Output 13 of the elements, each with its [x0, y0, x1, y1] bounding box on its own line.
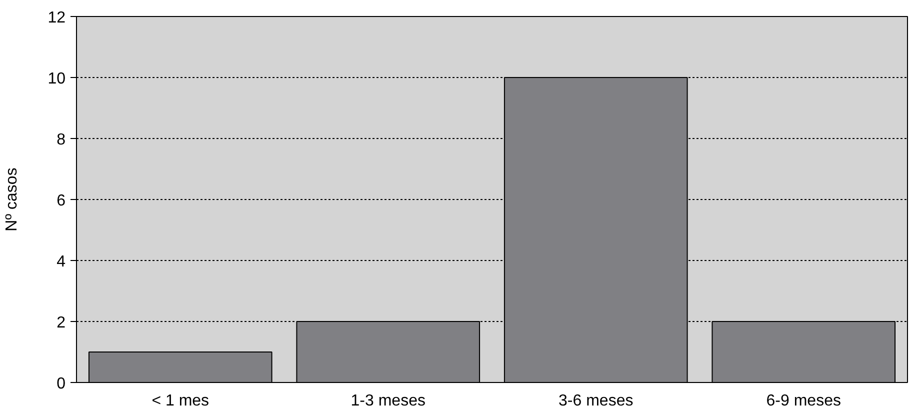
- y-axis-title: Nº casos: [4, 168, 21, 232]
- y-tick-label: 12: [48, 10, 66, 26]
- x-tick-label: 1-3 meses: [350, 392, 426, 410]
- y-tick-label: 0: [56, 376, 66, 392]
- x-tick-label: 6-9 meses: [766, 392, 841, 410]
- y-tick-label: 8: [56, 132, 66, 148]
- y-tick-label: 6: [56, 192, 66, 210]
- x-tick-label: 3-6 meses: [558, 392, 634, 410]
- bar: [88, 352, 272, 382]
- y-tick-label: 10: [48, 70, 66, 88]
- x-tick-label: < 1 mes: [152, 392, 210, 410]
- y-tick-label: 2: [56, 314, 66, 332]
- y-tick-label: 4: [56, 254, 66, 270]
